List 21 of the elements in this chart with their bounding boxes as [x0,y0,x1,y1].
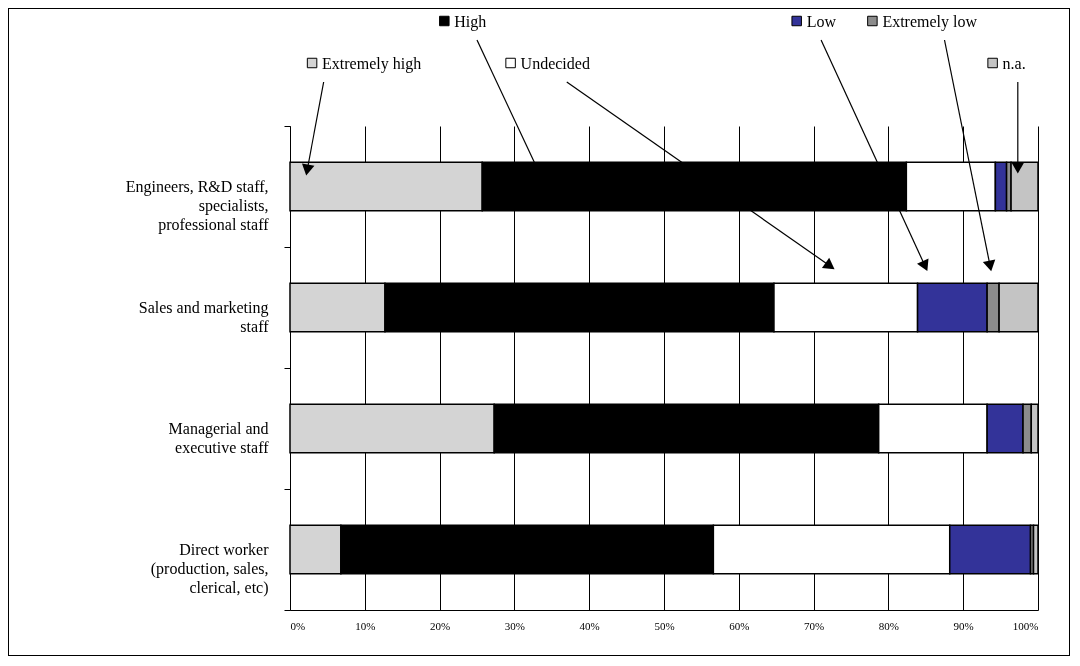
legend-label: n.a. [1002,55,1026,72]
y-tick-label: Sales and marketing staff [138,299,270,335]
x-tick-label: 50% [654,619,675,632]
y-tick-label: Direct worker (production, sales, clerical, etc) [150,541,270,597]
x-tick-label: 90% [953,619,974,632]
legend-label: Extremely low [882,13,978,31]
x-tick-label: 0% [290,619,306,632]
y-tick-label: Engineers, R&D staff, specialists, professional staff [125,178,270,234]
x-tick-label: 20% [430,619,451,632]
x-tick-label: 10% [355,619,376,632]
legend-label: High [454,13,487,31]
legend-label: Low [806,13,837,30]
x-tick-label: 30% [504,619,525,632]
legend-label: Undecided [520,55,590,72]
x-tick-label: 80% [878,619,899,632]
x-tick-label: 100% [1012,619,1039,632]
x-tick-label: 70% [804,619,825,632]
legend-label: Extremely high [322,55,422,73]
y-tick-label: Managerial and executive staff [168,420,270,456]
x-tick-label: 60% [729,619,750,632]
x-tick-label: 40% [579,619,600,632]
